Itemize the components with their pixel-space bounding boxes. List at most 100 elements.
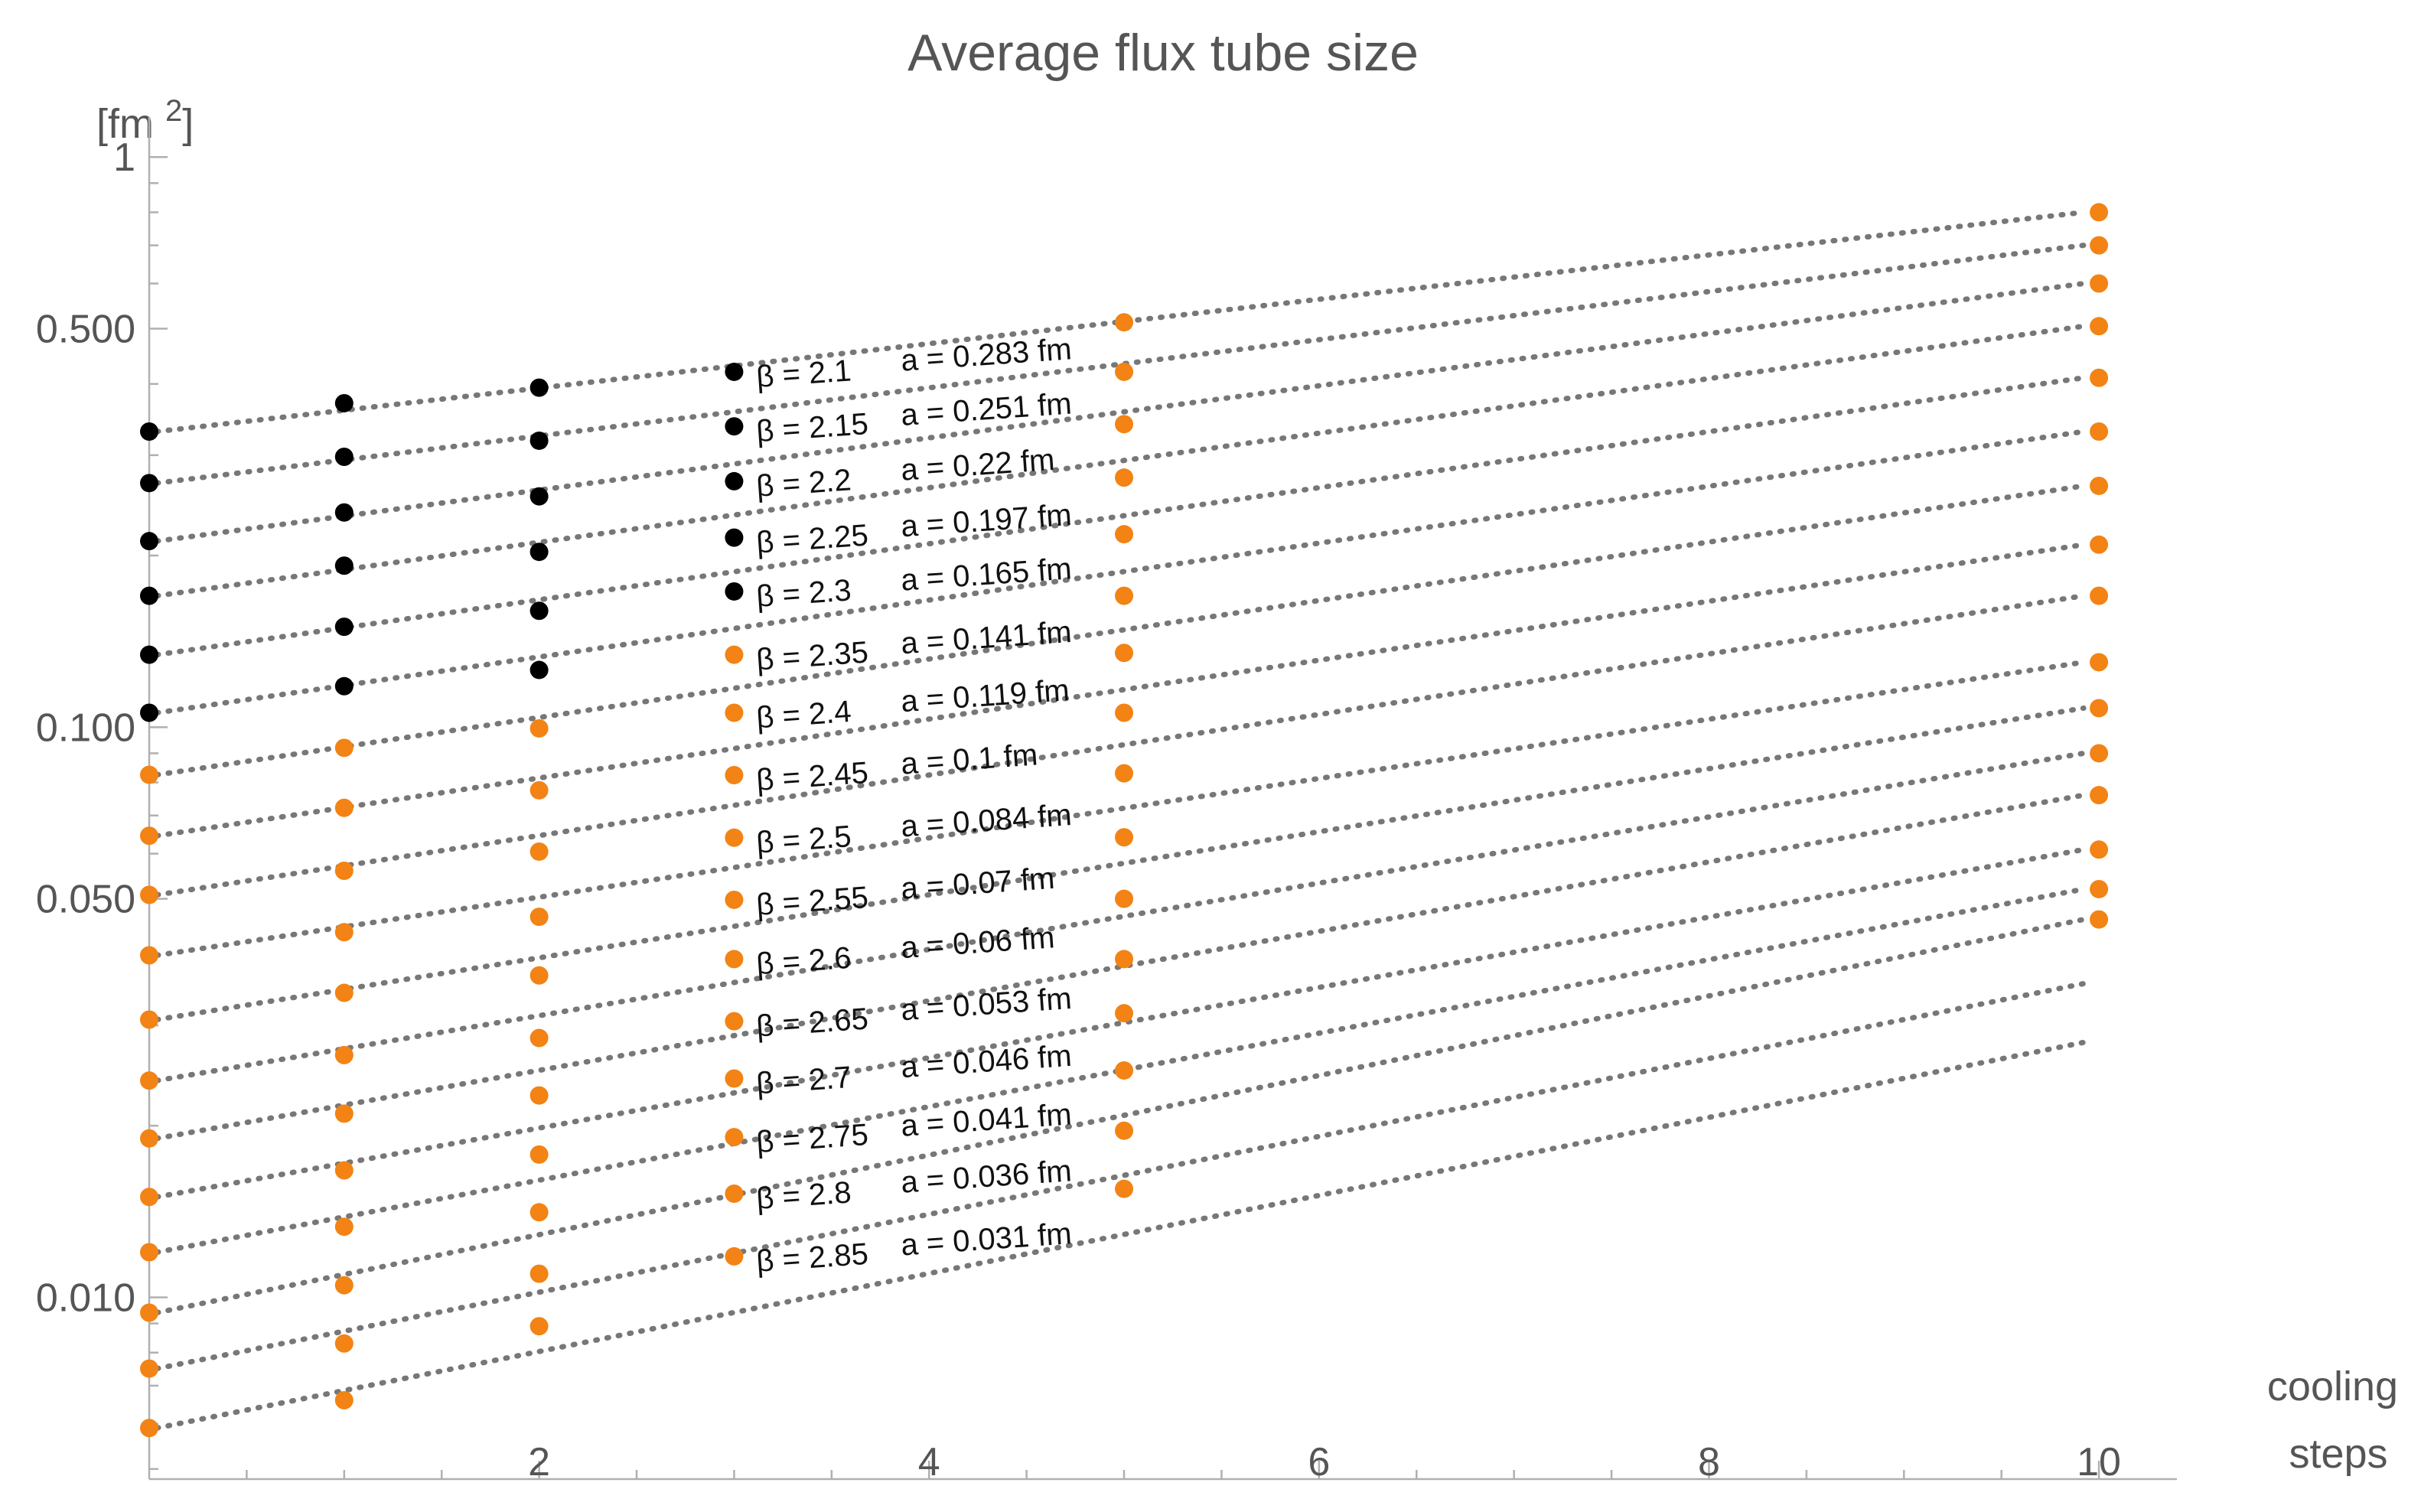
- beta-label: β = 2.55: [755, 881, 869, 922]
- data-point: [1115, 313, 1134, 332]
- series-annotation: β = 2.1 a = 0.283 fm: [755, 332, 1073, 394]
- data-point: [2090, 879, 2109, 898]
- data-point: [725, 417, 744, 436]
- spacing-label: a = 0.197 fm: [900, 498, 1073, 543]
- data-point: [1115, 415, 1134, 434]
- data-point: [334, 738, 354, 758]
- fit-lines: [154, 209, 2087, 1431]
- data-point: [334, 1276, 354, 1295]
- fit-line: [154, 323, 2087, 599]
- fit-line: [154, 209, 2087, 435]
- spacing-label: a = 0.046 fm: [900, 1039, 1073, 1084]
- data-point: [529, 842, 549, 861]
- series-annotation: β = 2.7 a = 0.046 fm: [755, 1039, 1073, 1101]
- series-annotation: β = 2.5 a = 0.084 fm: [755, 798, 1073, 860]
- data-point: [334, 1161, 354, 1180]
- beta-label: β = 2.25: [755, 519, 869, 560]
- y-tick-label: 0.010: [36, 1276, 135, 1320]
- series-annotation: β = 2.6 a = 0.06 fm: [755, 921, 1056, 981]
- data-point: [2090, 535, 2109, 554]
- x-tick-label: 6: [1308, 1440, 1330, 1484]
- series-annotation: β = 2.15 a = 0.251 fm: [755, 386, 1073, 448]
- series-annotation: β = 2.4 a = 0.119 fm: [755, 673, 1070, 735]
- data-point: [529, 780, 549, 800]
- data-point: [529, 1264, 549, 1283]
- x-tick-label: 8: [1698, 1440, 1720, 1484]
- series-annotation: β = 2.2 a = 0.22 fm: [755, 443, 1056, 503]
- data-point: [725, 1184, 744, 1203]
- y-tick-label: 1: [113, 135, 135, 180]
- data-point: [140, 1071, 158, 1090]
- data-point: [140, 1419, 158, 1438]
- data-point: [334, 556, 354, 575]
- data-point: [140, 1188, 158, 1207]
- spacing-label: a = 0.031 fm: [900, 1217, 1073, 1262]
- data-point: [529, 378, 549, 397]
- data-point: [529, 966, 549, 985]
- fit-line: [154, 483, 2087, 778]
- fit-line: [154, 917, 2087, 1316]
- data-point: [2090, 786, 2109, 805]
- fit-line: [154, 980, 2087, 1372]
- spacing-label: a = 0.141 fm: [900, 615, 1073, 660]
- data-point: [334, 1217, 354, 1237]
- data-point: [140, 1129, 158, 1148]
- data-point: [1115, 950, 1134, 969]
- data-point: [1115, 1061, 1134, 1080]
- spacing-label: a = 0.22 fm: [900, 443, 1056, 487]
- y-tick-label: 0.500: [36, 308, 135, 352]
- y-axis-label-text: [fm: [96, 101, 154, 147]
- data-point: [725, 362, 744, 381]
- data-point: [725, 950, 744, 969]
- data-point: [2090, 840, 2109, 859]
- data-point: [334, 798, 354, 817]
- data-point: [334, 1104, 354, 1123]
- beta-label: β = 2.35: [755, 636, 869, 677]
- spacing-label: a = 0.06 fm: [900, 921, 1056, 965]
- spacing-label: a = 0.119 fm: [900, 673, 1070, 719]
- data-point: [725, 1128, 744, 1147]
- beta-label: β = 2.15: [755, 407, 869, 448]
- data-point: [529, 1203, 549, 1222]
- beta-label: β = 2.5: [755, 820, 852, 860]
- series-annotation: β = 2.25 a = 0.197 fm: [755, 498, 1073, 560]
- data-point: [1115, 468, 1134, 487]
- fit-line: [154, 375, 2087, 658]
- data-point: [725, 1069, 744, 1088]
- beta-label: β = 2.1: [755, 354, 852, 394]
- data-point: [1115, 703, 1134, 722]
- data-point: [1115, 764, 1134, 783]
- data-point: [2090, 910, 2109, 929]
- data-point: [725, 582, 744, 601]
- data-point: [2090, 699, 2109, 718]
- spacing-label: a = 0.07 fm: [900, 862, 1056, 906]
- data-point: [529, 431, 549, 450]
- data-point: [334, 503, 354, 522]
- data-point: [140, 532, 158, 551]
- series-annotation: β = 2.85 a = 0.031 fm: [755, 1217, 1073, 1279]
- data-point: [1115, 828, 1134, 847]
- data-point: [140, 885, 158, 904]
- beta-label: β = 2.2: [755, 463, 852, 503]
- data-point: [2090, 274, 2109, 293]
- fit-line: [154, 750, 2087, 1083]
- series-annotation: β = 2.65 a = 0.053 fm: [755, 982, 1073, 1044]
- beta-label: β = 2.45: [755, 756, 869, 797]
- data-point: [140, 586, 158, 605]
- data-point: [725, 703, 744, 722]
- x-axis-label-line-2: steps: [2289, 1431, 2387, 1477]
- data-points: [140, 203, 2109, 1438]
- axes: 2 4 6 8 10 0.010 0.050 0.100 0.500 1: [36, 117, 2177, 1484]
- series-annotation: β = 2.35 a = 0.141 fm: [755, 615, 1073, 677]
- data-point: [2090, 317, 2109, 336]
- data-point: [2090, 203, 2109, 222]
- spacing-label: a = 0.251 fm: [900, 386, 1073, 432]
- data-point: [725, 471, 744, 490]
- y-axis-label-exponent: 2: [165, 94, 182, 128]
- beta-label: β = 2.85: [755, 1237, 869, 1279]
- data-point: [725, 528, 744, 547]
- data-point: [1115, 525, 1134, 544]
- data-point: [140, 703, 158, 722]
- beta-label: β = 2.8: [755, 1175, 852, 1216]
